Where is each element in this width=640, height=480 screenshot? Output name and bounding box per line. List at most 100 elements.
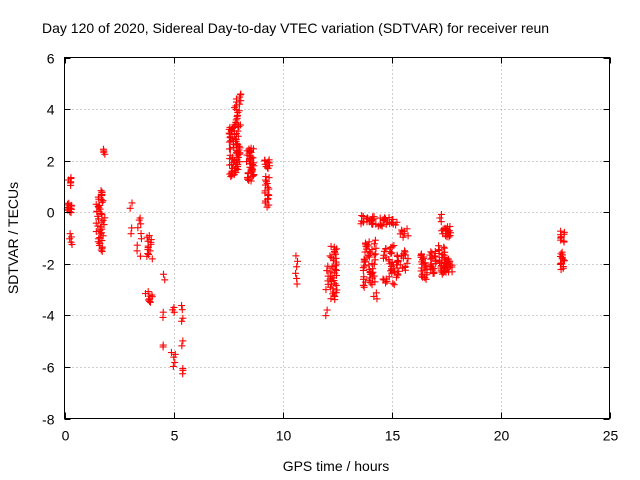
- data-point: [398, 226, 406, 234]
- data-point: [401, 263, 409, 271]
- data-point: [94, 193, 102, 201]
- y-tick-label: -6: [42, 360, 55, 376]
- data-point: [365, 261, 373, 269]
- data-point: [148, 291, 156, 299]
- data-point: [333, 266, 341, 274]
- data-point: [232, 102, 240, 110]
- data-point: [385, 273, 393, 281]
- data-point: [560, 228, 568, 236]
- data-point: [395, 267, 403, 275]
- data-point: [226, 155, 234, 163]
- data-point: [445, 268, 453, 276]
- data-point: [95, 235, 103, 243]
- y-tick-label: 0: [47, 205, 55, 221]
- data-point: [369, 213, 377, 221]
- y-axis-label: SDTVAR / TECUs: [5, 182, 21, 294]
- data-point: [137, 230, 145, 238]
- data-point: [247, 144, 255, 152]
- data-point: [235, 123, 243, 131]
- data-point: [371, 278, 379, 286]
- data-point: [65, 199, 73, 207]
- data-point: [136, 214, 144, 222]
- x-tick-label: 20: [494, 428, 510, 444]
- data-point: [237, 90, 245, 98]
- data-point: [167, 349, 175, 357]
- data-point: [332, 254, 340, 262]
- data-point: [250, 159, 258, 167]
- data-point: [128, 199, 136, 207]
- data-point: [418, 270, 426, 278]
- data-point: [327, 242, 335, 250]
- data-point: [404, 232, 412, 240]
- data-point: [230, 123, 238, 131]
- data-point: [232, 116, 240, 124]
- data-point: [92, 228, 100, 236]
- data-point: [225, 138, 233, 146]
- data-point: [370, 251, 378, 259]
- data-point: [558, 248, 566, 256]
- data-point: [385, 214, 393, 222]
- data-point: [294, 257, 302, 265]
- x-tick-label: 25: [603, 428, 619, 444]
- data-point: [265, 185, 273, 193]
- data-point: [160, 270, 168, 278]
- y-tick-label: 2: [47, 154, 55, 170]
- data-point: [134, 224, 142, 232]
- data-points: [63, 90, 569, 378]
- data-point: [557, 250, 565, 258]
- data-point: [372, 244, 380, 252]
- data-point: [389, 279, 397, 287]
- data-point: [358, 212, 366, 220]
- data-point: [229, 164, 237, 172]
- data-point: [126, 204, 134, 212]
- data-point: [265, 174, 273, 182]
- x-tick-label: 15: [385, 428, 401, 444]
- data-point: [92, 200, 100, 208]
- data-point: [380, 251, 388, 259]
- data-point: [234, 148, 242, 156]
- data-point: [328, 263, 336, 271]
- data-point: [179, 365, 187, 373]
- data-point: [401, 248, 409, 256]
- data-point: [236, 121, 244, 129]
- data-point: [226, 151, 234, 159]
- data-point: [169, 363, 177, 371]
- data-point: [388, 258, 396, 266]
- data-point: [382, 215, 390, 223]
- chart-title: Day 120 of 2020, Sidereal Day-to-day VTE…: [42, 20, 549, 36]
- data-point: [179, 314, 187, 322]
- data-point: [99, 197, 107, 205]
- data-point: [94, 212, 102, 220]
- data-point: [444, 223, 452, 231]
- y-tick-label: 6: [47, 51, 55, 67]
- data-point: [147, 236, 155, 244]
- data-point: [368, 260, 376, 268]
- data-point: [322, 312, 330, 320]
- data-point: [178, 342, 186, 350]
- data-point: [370, 292, 378, 300]
- data-point: [372, 289, 380, 297]
- data-point: [171, 350, 179, 358]
- data-point: [366, 249, 374, 257]
- data-point: [127, 230, 135, 238]
- data-point: [394, 256, 402, 264]
- data-point: [435, 242, 443, 250]
- data-point: [444, 255, 452, 263]
- data-point: [97, 209, 105, 217]
- data-point: [426, 262, 434, 270]
- data-point: [98, 188, 106, 196]
- data-point: [382, 245, 390, 253]
- data-point: [437, 259, 445, 267]
- data-point: [417, 250, 425, 258]
- y-tick-label: -8: [42, 412, 55, 428]
- data-point: [330, 243, 338, 251]
- data-point: [427, 255, 435, 263]
- data-point: [97, 187, 105, 195]
- data-point: [382, 279, 390, 287]
- data-point: [67, 174, 75, 182]
- y-tick-label: -4: [42, 308, 55, 324]
- y-tick-label: 4: [47, 102, 55, 118]
- data-point: [428, 249, 436, 257]
- data-point: [99, 145, 107, 153]
- data-point: [159, 341, 167, 349]
